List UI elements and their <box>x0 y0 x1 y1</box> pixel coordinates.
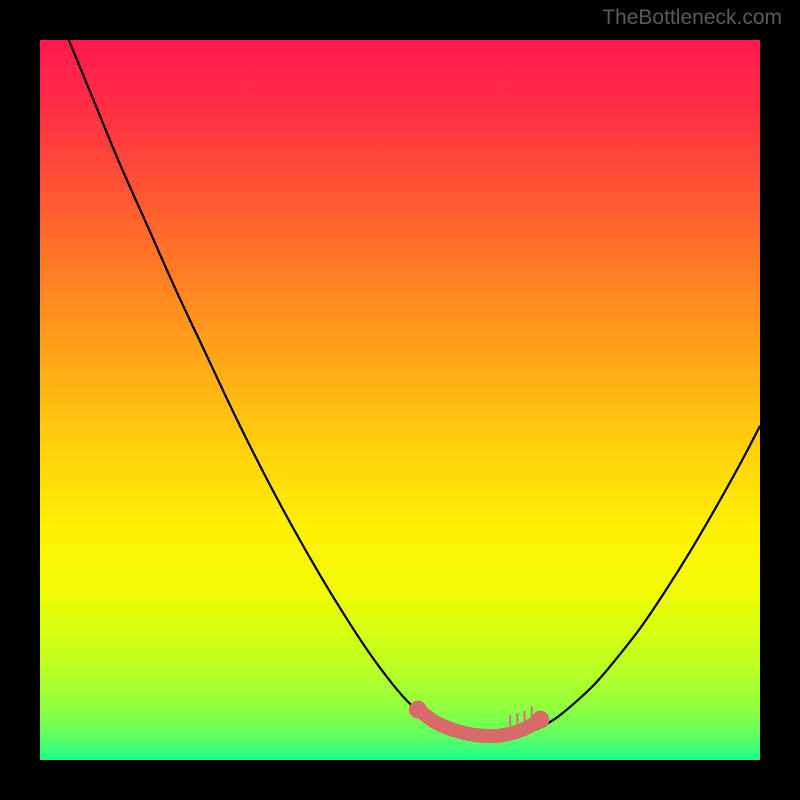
chart-curve-layer <box>40 40 760 760</box>
highlighted-segment <box>418 710 540 737</box>
attribution-text: TheBottleneck.com <box>602 6 782 30</box>
chart-plot-area <box>40 40 760 760</box>
bottleneck-curve <box>69 40 760 739</box>
